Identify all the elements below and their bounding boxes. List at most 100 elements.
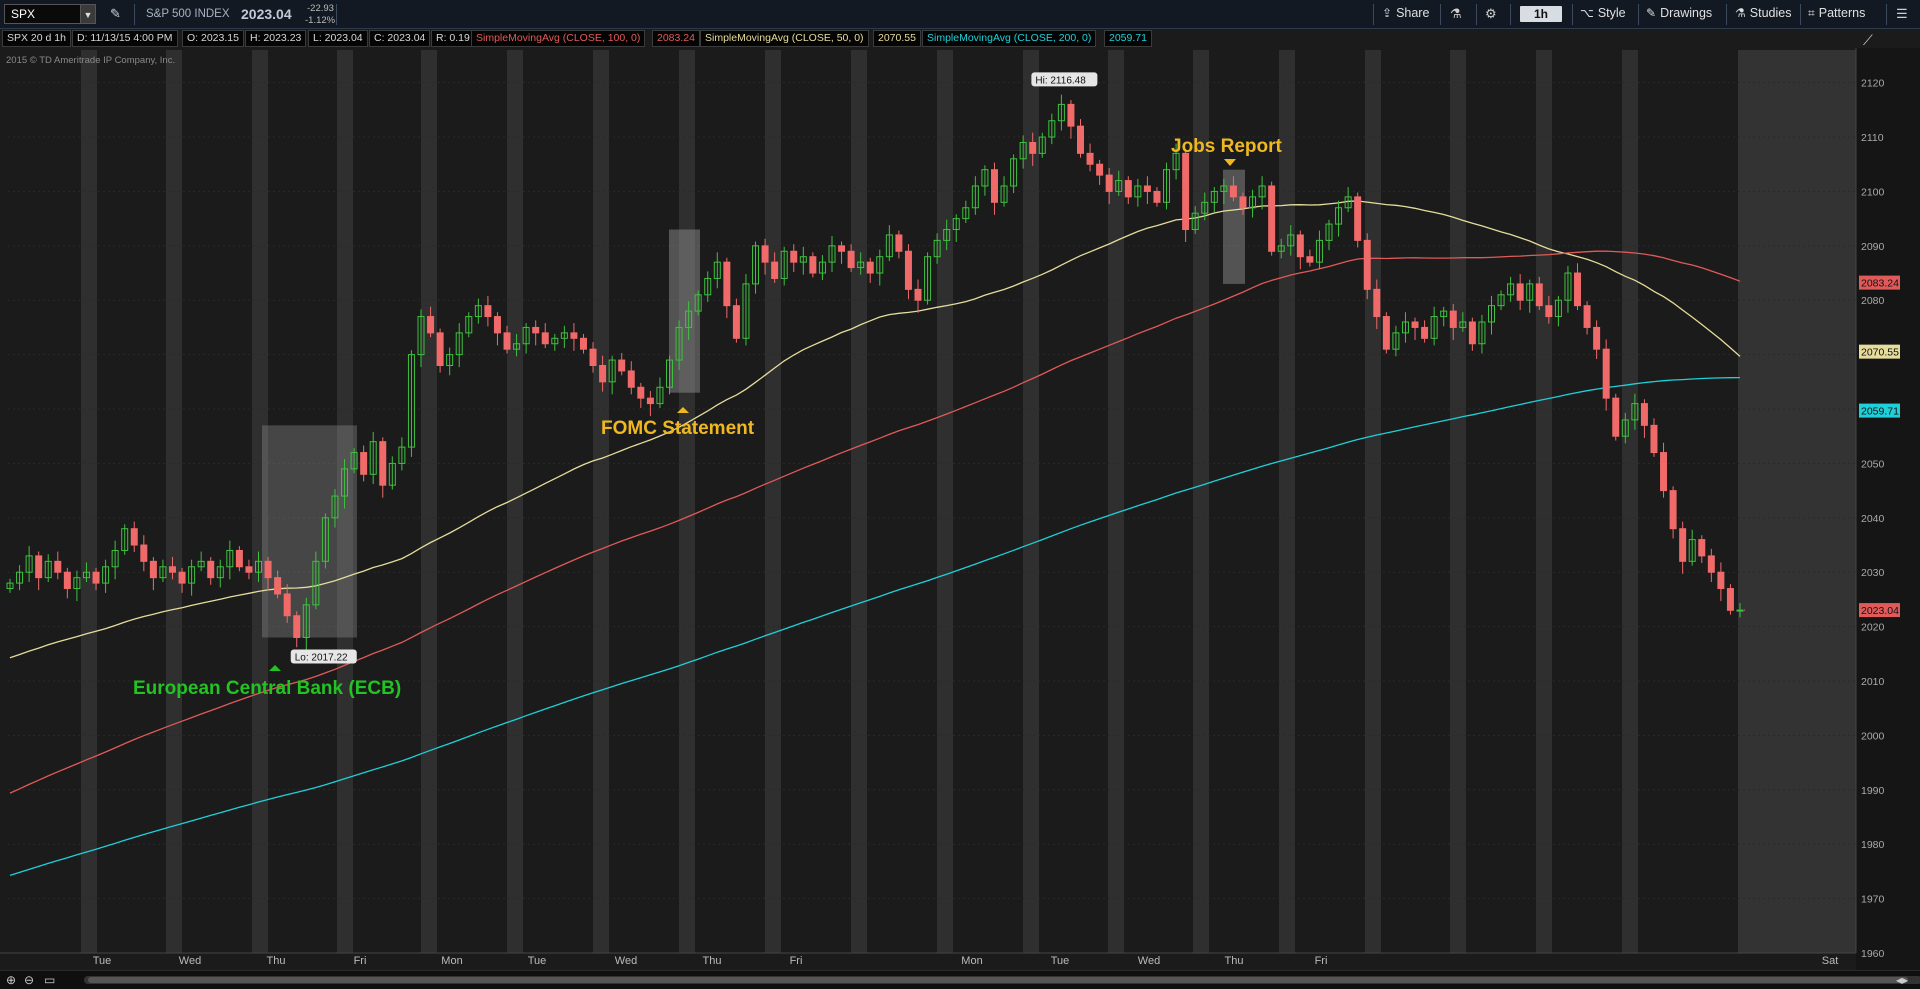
zoom-in-icon[interactable]: ⊕ [6,973,17,987]
candle-body [627,370,635,388]
candle-body [341,468,349,497]
candle-body [1612,397,1620,437]
close-value: C: 2023.04 [369,30,431,47]
menu-icon[interactable]: ☰ [1896,6,1908,21]
candle-body [971,185,979,209]
candle-body [245,566,253,573]
price-badge [1859,403,1900,418]
high-value: H: 2023.23 [245,30,307,47]
candle-body [1277,245,1285,252]
sma50-line [9,200,1741,659]
net-change: -22.93 [307,3,334,14]
flask-icon[interactable]: ⚗ [1450,6,1462,21]
zoom-out-icon[interactable]: ⊖ [24,973,35,987]
candle-body [618,359,626,372]
candle-body [1449,310,1457,328]
scroll-arrows-icon[interactable]: ◂▸ [1896,973,1909,987]
candle-body [197,560,205,568]
candle-body [1287,234,1295,247]
candle-body [1574,272,1582,307]
sma200-line [9,376,1741,877]
x-tick-label: Tue [1051,955,1070,967]
style-icon: ⌥ [1580,6,1594,20]
candle-body [818,261,826,274]
price-badge [1859,344,1900,359]
zoom-box-icon[interactable]: ▭ [44,973,56,987]
sma100-label[interactable]: SimpleMovingAvg (CLOSE, 100, 0) [471,30,646,47]
candle-body [455,332,463,356]
x-tick-label: Mon [441,955,462,967]
top-toolbar: SPX ▼ ✎ S&P 500 INDEX 2023.04 -22.93 -1.… [0,0,1920,29]
fomc-annotation: FOMC Statement [601,418,755,439]
candle-body [465,316,473,334]
sma50-label[interactable]: SimpleMovingAvg (CLOSE, 50, 0) [700,30,869,47]
candle-body [1048,120,1056,138]
x-tick-label: Thu [703,955,722,967]
event-highlight-boxes [262,169,1245,638]
candle-body [857,261,865,269]
candle-body [1076,125,1084,154]
scrollbar-thumb[interactable] [88,977,1908,983]
candle-body [1029,141,1037,154]
style-button[interactable]: ⌥ Style [1580,6,1626,20]
candle-body [608,359,616,383]
toolbar-divider [1440,4,1441,25]
candle-body [321,517,329,562]
candle-body [828,245,836,263]
candle-body [866,261,874,274]
y-tick-label: 2040 [1861,513,1885,525]
candle-body [1602,348,1610,399]
candle-body [111,549,119,568]
moving-average-lines [9,200,1741,877]
candle-body [838,245,846,252]
session-band [421,50,437,953]
jobs-annotation: Jobs Report [1171,136,1283,157]
patterns-button[interactable]: ⌗ Patterns [1808,6,1865,21]
candle-body [255,560,263,573]
candle-body [1688,539,1696,562]
share-button[interactable]: ⇪ Share [1382,6,1429,20]
candle-body [1459,321,1467,328]
candle-body [159,566,167,579]
y-tick-label: 2080 [1861,295,1885,307]
toolbar-divider [1510,4,1511,25]
candle-body [1105,174,1113,192]
pencil-icon[interactable]: ✎ [110,6,121,21]
toolbar-divider [1373,4,1374,25]
candle-body [331,495,339,519]
drawing-tool-icon[interactable]: ⟋ [1863,32,1873,48]
candle-body [1201,201,1209,214]
gear-icon[interactable]: ⚙ [1485,6,1497,21]
future-area-shade [1738,50,1856,953]
candle-body [1249,196,1257,209]
candle-body [417,316,425,356]
candle-body [226,549,234,568]
session-band [593,50,609,953]
studies-button[interactable]: ⚗ Studies [1735,6,1791,20]
candle-body [73,577,81,590]
candle-body [1660,452,1668,492]
plot-area [0,48,1920,970]
candle-body [149,560,157,579]
share-icon: ⇪ [1382,6,1393,20]
y-tick-label: 1970 [1861,894,1885,906]
candle-body [1153,190,1161,203]
candle-body [1143,185,1151,192]
sma200-label[interactable]: SimpleMovingAvg (CLOSE, 200, 0) [922,30,1097,47]
y-tick-label: 2120 [1861,78,1885,90]
symbol-dropdown-icon[interactable]: ▼ [80,4,96,24]
candle-body [1210,190,1218,203]
timeframe-selector[interactable]: 1h [1520,6,1562,22]
candle-body [924,256,932,301]
drawings-button[interactable]: ✎ Drawings [1646,6,1712,20]
low-value: L: 2023.04 [308,30,368,47]
candle-body [771,261,779,279]
candle-body [427,316,435,334]
candle-body [474,305,482,318]
studies-label: Studies [1749,6,1792,20]
symbol-input[interactable]: SPX [4,4,96,24]
y-tick-label: 2010 [1861,676,1885,688]
x-tick-label: Fri [790,955,803,967]
candle-body [379,441,387,486]
